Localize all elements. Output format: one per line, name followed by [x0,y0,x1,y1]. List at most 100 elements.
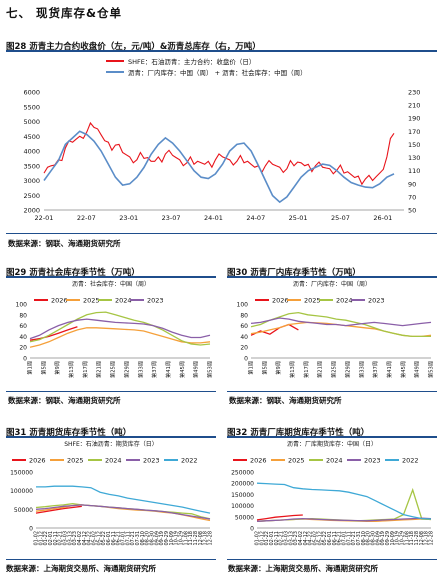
legend-label-2022: 2022 [181,457,198,465]
x-tick-label: 第37周 [371,361,379,378]
figure-32-title: 图32 沥青厂库期货库存季节性（吨） [227,428,370,438]
legend-label-2023: 2023 [368,297,385,305]
x-tick-label: 02-21 [279,531,285,546]
y-tick-label: 250000 [231,470,254,477]
x-tick-label: 11-28 [414,531,420,546]
x-tick-label: 03-03 [63,531,69,546]
x-tick-label: 09-29 [164,531,170,546]
x-tick-label: 10-29 [400,531,406,546]
y-tick-label: 80 [240,312,248,319]
x-tick-label: 第45周 [178,361,186,378]
x-tick-label: 第13周 [67,361,75,378]
figure-30-rule [227,276,437,278]
x-tick-label: 25-07 [331,214,350,222]
legend-label-2026: 2026 [29,457,46,465]
y-tick-label: 150000 [10,470,33,477]
x-tick-label: 04-12 [82,531,88,546]
x-tick-label: 01-02 [255,531,261,546]
y-left-tick-label: 4000 [23,148,40,156]
series-line-2026 [29,326,78,341]
series-line-2023 [29,318,211,340]
y-tick-label: 100 [237,302,249,309]
y-tick-label: 40 [240,334,248,341]
y-tick-label: 60 [240,323,248,330]
x-tick-label: 11-18 [188,531,194,546]
y-tick-label: 0 [250,526,254,533]
x-tick-label: 04-02 [298,531,304,546]
x-tick-label: 10-19 [174,531,180,546]
figure-31-source: 数据来源：上海期货交易所、海通期货研究所 [6,564,156,573]
figure-29-chart: 沥青：社会库存：中国（周） 2026 2025 2024 2023 0 20 40 60 80 10… [16,280,214,378]
y-tick-label: 80 [19,312,27,319]
x-tick-label: 第49周 [413,361,421,378]
x-tick-label: 12-08 [419,531,425,546]
x-tick-label: 05-12 [96,531,102,546]
x-tick-label: 第25周 [109,361,117,378]
x-tick-label: 第41周 [164,361,172,378]
figure-32-rule [227,436,437,438]
figure-28-title: 图28 沥青主力合约收盘价（左，元/吨）&沥青总库存（右，万吨） [6,42,261,52]
x-tick-label: 08-30 [371,531,377,546]
x-tick-label: 第13周 [288,361,296,378]
y-tick-label: 200000 [231,481,254,488]
series-line-2023 [35,504,211,520]
x-tick-label: 11-08 [183,531,189,546]
x-tick-label: 24-07 [246,214,265,222]
legend-label-2024: 2024 [326,457,343,465]
x-tick-label: 04-12 [303,531,309,546]
y-right-tick-label: 90 [408,180,416,188]
x-tick-label: 06-21 [116,531,122,546]
x-tick-label: 05-02 [313,531,319,546]
figure-28-bottom-rule [6,233,437,234]
x-tick-label: 09-19 [380,531,386,546]
x-tick-label: 12-28 [429,531,435,546]
series-line-1 [43,121,395,186]
legend-label-2023: 2023 [143,457,160,465]
x-tick-label: 第21周 [316,361,324,378]
x-tick-label: 第1周 [247,361,255,375]
series-line-2025 [29,327,211,348]
x-tick-label: 第29周 [122,361,130,378]
x-tick-label: 07-21 [130,531,136,546]
y-tick-label: 150000 [231,492,254,499]
x-tick-label: 02-01 [269,531,275,546]
figure-29-rule [6,276,216,278]
figure-28-chart: SHFE：石油沥青：主力合约：收盘价（日） 沥青：厂内库存：中国（周） + 沥青：… [23,57,420,222]
x-tick-label: 第49周 [192,361,200,378]
x-tick-label: 04-22 [308,531,314,546]
x-tick-label: 01-22 [264,531,270,546]
x-tick-label: 08-20 [145,531,151,546]
x-tick-label: 08-10 [140,531,146,546]
x-tick-label: 08-10 [361,531,367,546]
legend-title: SHFE：石油沥青：期货库存（日） [64,440,158,448]
x-tick-label: 第41周 [385,361,393,378]
legend-title: 沥青：厂库期货库存：中国（日） [287,440,377,448]
x-tick-label: 07-31 [356,531,362,546]
x-tick-label: 24-01 [204,214,223,222]
y-tick-label: 50000 [235,514,254,521]
x-tick-label: 01-02 [34,531,40,546]
figure-30-chart: 沥青：厂内库存：中国（周） 2026 2025 2024 2023 0 20 40 60 80 10… [237,280,435,378]
x-tick-label: 03-23 [293,531,299,546]
y-right-tick-label: 170 [408,128,420,136]
x-tick-label: 26-01 [373,214,392,222]
y-left-tick-label: 4500 [23,133,40,141]
figure-32-chart: 沥青：厂库期货库存：中国（日） 2026 2025 2024 2023 2022 0 5000… [231,440,435,546]
x-tick-label: 05-22 [322,531,328,546]
x-tick-label: 22-01 [35,214,54,222]
legend-label-2024: 2024 [105,457,122,465]
y-right-tick-label: 50 [408,207,416,215]
figure-30-source: 数据来源：钢联、海通期货研究所 [229,396,342,405]
x-tick-label: 09-09 [154,531,160,546]
x-tick-label: 07-31 [135,531,141,546]
x-tick-label: 04-02 [77,531,83,546]
x-tick-label: 12-18 [203,531,209,546]
legend-label-2025: 2025 [83,297,100,305]
x-tick-label: 07-21 [351,531,357,546]
legend-title: 沥青：厂内库存：中国（周） [293,280,371,288]
y-right-tick-label: 150 [408,141,420,149]
figure-30-bottom-rule [227,391,437,392]
x-tick-label: 07-11 [346,531,352,546]
y-right-tick-label: 190 [408,115,420,123]
y-tick-label: 100 [16,302,28,309]
